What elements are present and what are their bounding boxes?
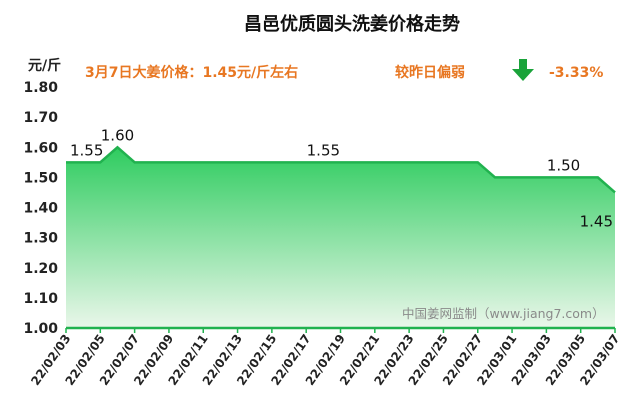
price-line	[66, 145, 616, 194]
y-axis-unit: 元/斤	[28, 57, 61, 74]
y-tick-label: 1.20	[23, 261, 58, 277]
y-tick-label: 1.10	[23, 291, 58, 307]
y-tick-label: 1.00	[23, 321, 58, 337]
price-info-text: 3月7日大姜价格：1.45元/斤左右	[85, 64, 298, 81]
change-percent: -3.33%	[549, 65, 603, 81]
data-label: 1.45	[580, 212, 613, 230]
data-label: 1.50	[547, 156, 580, 174]
trend-text: 较昨日偏弱	[395, 64, 465, 81]
x-axis: 22/02/0322/02/0522/02/0722/02/0922/02/11…	[28, 328, 622, 388]
down-arrow-icon	[512, 59, 534, 81]
y-tick-label: 1.80	[23, 80, 58, 96]
data-labels: 1.551.601.551.501.45	[70, 126, 613, 230]
y-tick-label: 1.60	[23, 140, 58, 156]
y-tick-label: 1.40	[23, 201, 58, 217]
price-area	[66, 147, 615, 328]
watermark: 中国姜网监制（www.jiang7.com）	[402, 306, 605, 321]
data-label: 1.55	[307, 141, 340, 159]
chart-title: 昌邑优质圆头洗姜价格走势	[244, 13, 460, 35]
data-label: 1.55	[70, 141, 103, 159]
data-label: 1.60	[101, 126, 134, 144]
y-tick-label: 1.50	[23, 170, 58, 186]
y-axis: 1.00 1.10 1.20 1.30 1.40 1.50 1.60 1.70 1.80	[23, 80, 58, 337]
y-tick-label: 1.30	[23, 231, 58, 247]
y-tick-label: 1.70	[23, 110, 58, 126]
